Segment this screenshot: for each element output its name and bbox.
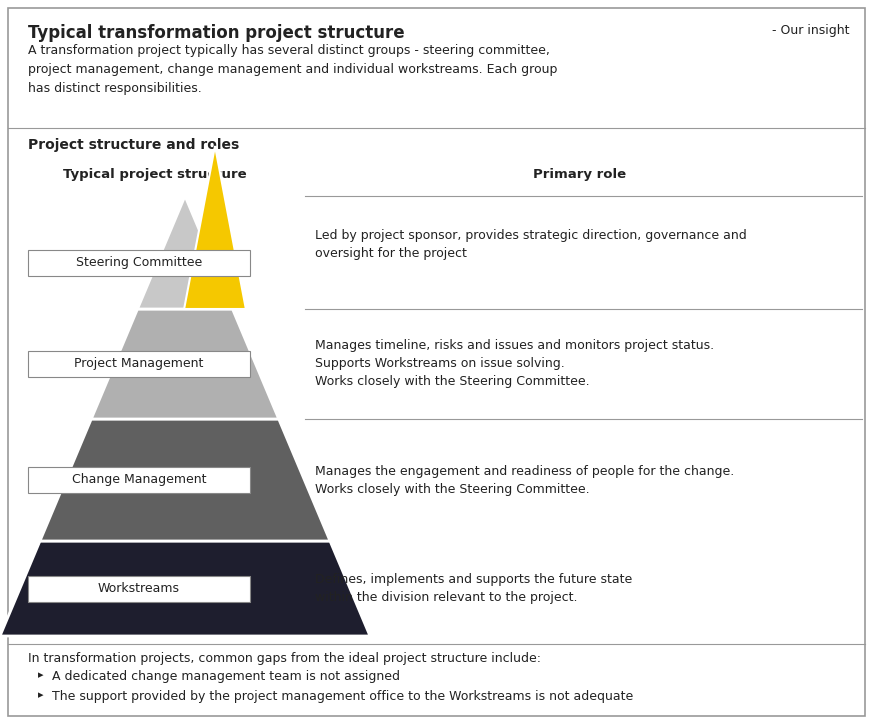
Polygon shape (137, 196, 232, 309)
Polygon shape (0, 541, 370, 636)
Text: Defines, implements and supports the future state
within the division relevant t: Defines, implements and supports the fut… (315, 573, 632, 604)
Text: In transformation projects, common gaps from the ideal project structure include: In transformation projects, common gaps … (28, 652, 541, 665)
Text: Primary role: Primary role (533, 168, 627, 181)
Bar (28, 467, 250, 493)
Text: Manages timeline, risks and issues and monitors project status.
Supports Workstr: Manages timeline, risks and issues and m… (315, 340, 714, 389)
Text: Project Management: Project Management (74, 358, 203, 371)
Text: Typical transformation project structure: Typical transformation project structure (28, 24, 404, 42)
Text: Project structure and roles: Project structure and roles (28, 138, 239, 152)
Text: - Our insight: - Our insight (773, 24, 850, 37)
Text: ▸: ▸ (38, 670, 44, 680)
Text: ▸: ▸ (38, 690, 44, 700)
Text: A dedicated change management team is not assigned: A dedicated change management team is no… (52, 670, 400, 683)
Text: Workstreams: Workstreams (98, 582, 180, 595)
Polygon shape (184, 146, 246, 309)
Bar (28, 576, 250, 602)
Text: The support provided by the project management office to the Workstreams is not : The support provided by the project mana… (52, 690, 633, 703)
Bar (28, 250, 250, 276)
Text: Typical project structure: Typical project structure (63, 168, 247, 181)
Polygon shape (40, 419, 330, 541)
Text: Manages the engagement and readiness of people for the change.
Works closely wit: Manages the engagement and readiness of … (315, 465, 734, 495)
Text: Change Management: Change Management (72, 473, 206, 487)
Polygon shape (92, 309, 278, 419)
Text: Steering Committee: Steering Committee (76, 256, 203, 269)
Text: A transformation project typically has several distinct groups - steering commit: A transformation project typically has s… (28, 44, 557, 95)
Text: Led by project sponsor, provides strategic direction, governance and
oversight f: Led by project sponsor, provides strateg… (315, 229, 746, 259)
Bar (28, 351, 250, 377)
